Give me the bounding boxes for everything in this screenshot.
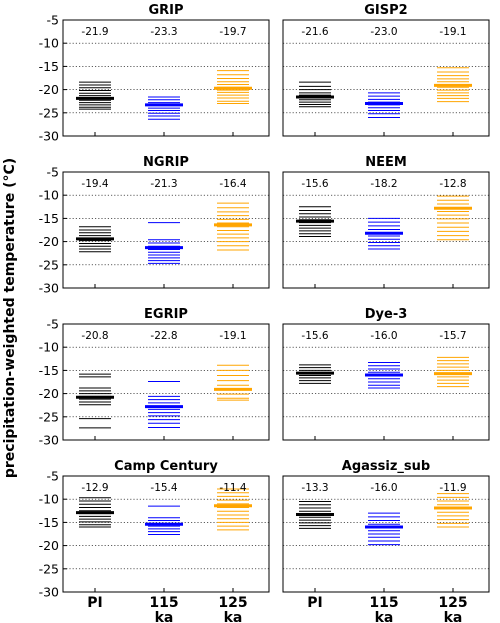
panel-title: Dye-3 (365, 307, 408, 322)
x-tick-label: ka (155, 610, 174, 623)
mean-label: -16.4 (219, 178, 246, 190)
mean-label: -16.0 (370, 330, 397, 342)
y-tick-label: -10 (39, 36, 59, 51)
x-tick-label: 125 (438, 595, 467, 611)
panel-title: NEEM (365, 155, 407, 170)
mean-label: -12.8 (439, 178, 466, 190)
y-tick-label: -5 (47, 13, 59, 28)
mean-label: -12.9 (81, 482, 108, 494)
mean-label: -19.7 (219, 26, 246, 38)
panel-frame (62, 475, 270, 593)
mean-label: -19.1 (219, 330, 246, 342)
x-tick-label: ka (224, 610, 243, 623)
mean-label: -11.9 (439, 482, 466, 494)
y-tick-label: -25 (39, 105, 59, 120)
y-tick-label: -10 (39, 188, 59, 203)
x-tick-label: 115 (369, 595, 398, 611)
y-tick-label: -30 (39, 433, 59, 448)
mean-label: -15.6 (301, 178, 328, 190)
panel-title: Agassiz_sub (342, 459, 430, 474)
y-tick-label: -30 (39, 585, 59, 600)
panel-ngrip: NGRIP -19.4 -21.3 -16.4 -5 -10 -15 -20 -25 -30 (39, 155, 270, 296)
x-tick-label: 125 (218, 595, 247, 611)
panel-title: GISP2 (364, 3, 407, 18)
panel-frame (62, 19, 270, 137)
x-tick-label: PI (307, 595, 322, 611)
mean-label: -22.8 (150, 330, 177, 342)
panel-gisp2: GISP2 -21.6 -23.0 -19.1 (282, 3, 490, 137)
y-tick-label: -15 (39, 211, 59, 226)
panel-title: GRIP (148, 3, 183, 18)
y-tick-label: -10 (39, 492, 59, 507)
y-tick-label: -15 (39, 363, 59, 378)
panel-camp-century: Camp Century -12.9 -15.4 -11.4 -5 -10 -15 -20 -2… (39, 459, 270, 600)
x-tick-label: PI (87, 595, 102, 611)
panel-title: EGRIP (144, 307, 188, 322)
y-tick-label: -20 (39, 82, 59, 97)
mean-label: -15.7 (439, 330, 466, 342)
panel-egrip: EGRIP -20.8 -22.8 -19.1 -5 -10 -15 -20 -25 -30 (39, 307, 270, 448)
mean-label: -21.9 (81, 26, 108, 38)
panel-neem: NEEM -15.6 -18.2 -12.8 (282, 155, 490, 289)
mean-label: -19.1 (439, 26, 466, 38)
y-tick-label: -20 (39, 386, 59, 401)
mean-label: -16.0 (370, 482, 397, 494)
y-axis-label: precipitation-weighted temperature (°C) (2, 158, 18, 478)
y-tick-label: -10 (39, 340, 59, 355)
y-tick-label: -25 (39, 257, 59, 272)
panels: GRIP -21.9 -23.3 -19.7 -5 -10 -15 -20 -25 -30 GISP… (39, 3, 490, 600)
panel-agassiz-sub: Agassiz_sub -13.3 -16.0 -11.9 (282, 459, 490, 593)
panel-grip: GRIP -21.9 -23.3 -19.7 -5 -10 -15 -20 -25 -30 (39, 3, 270, 144)
mean-label: -11.4 (219, 482, 246, 494)
mean-label: -19.4 (81, 178, 108, 190)
x-tick-label: ka (444, 610, 463, 623)
mean-label: -21.6 (301, 26, 328, 38)
y-tick-label: -25 (39, 409, 59, 424)
mean-label: -15.4 (150, 482, 177, 494)
mean-label: -23.0 (370, 26, 397, 38)
panel-frame (282, 19, 490, 137)
mean-label: -23.3 (150, 26, 177, 38)
y-tick-label: -15 (39, 515, 59, 530)
y-tick-label: -25 (39, 561, 59, 576)
panel-frame (282, 475, 490, 593)
y-tick-label: -5 (47, 317, 59, 332)
y-tick-label: -30 (39, 281, 59, 296)
y-tick-label: -20 (39, 234, 59, 249)
panel-frame (62, 323, 270, 441)
mean-label: -21.3 (150, 178, 177, 190)
x-tick-label: 115 (149, 595, 178, 611)
panel-frame (282, 323, 490, 441)
y-tick-label: -15 (39, 59, 59, 74)
mean-label: -18.2 (370, 178, 397, 190)
mean-label: -15.6 (301, 330, 328, 342)
y-tick-label: -5 (47, 469, 59, 484)
y-tick-label: -5 (47, 165, 59, 180)
panel-frame (282, 171, 490, 289)
panel-title: Camp Century (114, 459, 218, 474)
panel-title: NGRIP (143, 155, 189, 170)
x-tick-label: ka (375, 610, 394, 623)
mean-label: -13.3 (301, 482, 328, 494)
panel-dye-3: Dye-3 -15.6 -16.0 -15.7 (282, 307, 490, 441)
y-tick-label: -20 (39, 538, 59, 553)
mean-label: -20.8 (81, 330, 108, 342)
panel-frame (62, 171, 270, 289)
y-tick-label: -30 (39, 129, 59, 144)
